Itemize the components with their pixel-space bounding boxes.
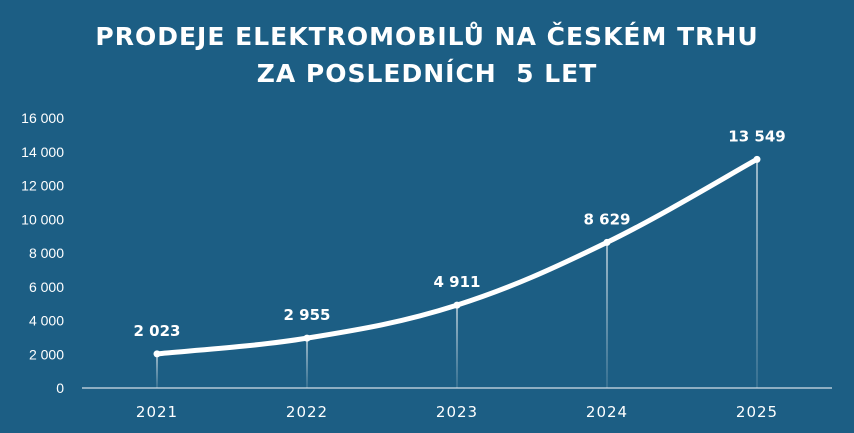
y-tick-label: 2 000: [29, 346, 64, 362]
data-point: [453, 301, 461, 309]
y-tick-label: 8 000: [29, 245, 64, 261]
data-point: [603, 238, 611, 246]
drop-line: [456, 305, 458, 388]
y-tick-label: 0: [56, 380, 64, 396]
drop-line: [756, 159, 758, 388]
drop-line: [606, 242, 608, 388]
data-label: 8 629: [584, 210, 631, 228]
y-tick-label: 4 000: [29, 313, 64, 329]
x-tick-label: 2025: [736, 403, 778, 421]
x-tick-label: 2023: [436, 403, 478, 421]
data-label: 2 023: [134, 322, 181, 340]
y-tick-label: 10 000: [21, 211, 64, 227]
data-point: [303, 334, 311, 342]
data-label: 13 549: [728, 127, 785, 145]
drop-line: [156, 353, 158, 388]
data-label: 2 955: [284, 306, 331, 324]
y-axis-ticks: 0 2 000 4 000 6 000 8 000 10 000 12 000 14 000 1…: [21, 110, 64, 396]
chart-title-line-1: PRODEJE ELEKTROMOBILŮ NA ČESKÉM TRHU: [95, 22, 759, 51]
y-tick-label: 14 000: [21, 144, 64, 160]
x-axis-ticks: 2021 2022 2023 2024 2025: [136, 403, 778, 421]
x-tick-label: 2024: [586, 403, 628, 421]
data-label: 4 911: [434, 273, 481, 291]
x-tick-label: 2022: [286, 403, 328, 421]
data-points: [153, 155, 761, 358]
drop-line: [306, 338, 308, 388]
data-point: [153, 350, 161, 358]
data-point: [753, 155, 761, 163]
x-tick-label: 2021: [136, 403, 178, 421]
data-labels: 2 023 2 955 4 911 8 629 13 549: [134, 127, 786, 340]
chart-title-line-2: ZA POSLEDNÍCH 5 LET: [256, 59, 598, 88]
y-tick-label: 6 000: [29, 279, 64, 295]
y-tick-label: 12 000: [21, 178, 64, 194]
drop-lines: [156, 159, 758, 388]
y-tick-label: 16 000: [21, 110, 64, 126]
